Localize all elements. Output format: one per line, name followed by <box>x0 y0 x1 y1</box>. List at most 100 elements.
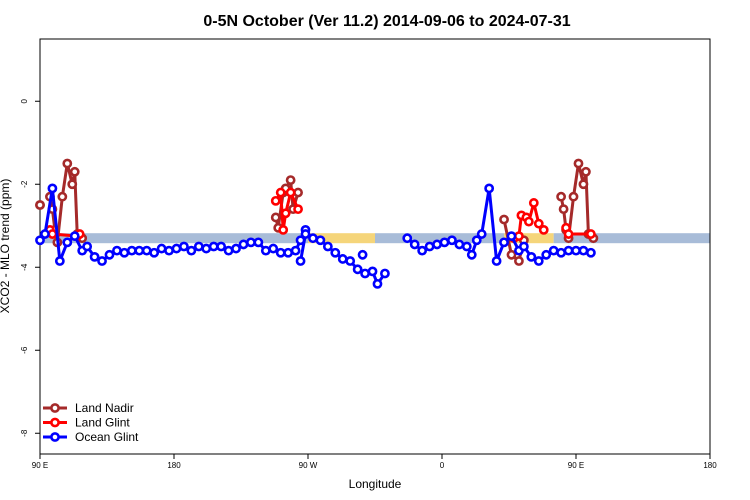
data-point <box>585 247 596 258</box>
data-point <box>461 241 472 252</box>
data-point <box>424 241 435 252</box>
x-tick-label: 180 <box>703 461 717 470</box>
data-point <box>270 212 281 223</box>
data-point <box>54 256 65 266</box>
data-point <box>134 245 145 256</box>
data-point <box>556 191 567 202</box>
series-line <box>48 162 84 244</box>
data-point <box>156 243 167 254</box>
data-point <box>223 245 234 256</box>
y-axis-label: XCO2 - MLO trend (ppm) <box>0 179 12 314</box>
data-point <box>126 245 137 256</box>
y-axis: 0 -2 -4 -6 -8 <box>20 98 40 437</box>
data-point <box>538 224 549 235</box>
data-point <box>499 214 509 225</box>
data-point <box>439 237 450 248</box>
data-point <box>528 198 539 208</box>
data-point <box>533 256 544 266</box>
data-point <box>89 251 100 262</box>
data-point <box>246 237 256 248</box>
legend-swatch-marker <box>50 432 60 442</box>
data-point <box>82 241 93 252</box>
data-point <box>533 218 544 229</box>
background-bands <box>40 233 710 244</box>
x-tick-label: 90 E <box>32 461 48 470</box>
data-point <box>283 247 294 258</box>
data-point <box>523 216 534 227</box>
data-point <box>585 229 596 239</box>
data-point <box>35 200 45 210</box>
data-point <box>293 187 303 198</box>
x-tick-label: 0 <box>440 461 445 470</box>
data-point <box>47 183 58 194</box>
data-point <box>62 158 73 169</box>
data-point <box>541 249 552 260</box>
data-point <box>295 256 306 266</box>
background-band-segment <box>375 233 505 244</box>
y-tick-label: 0 <box>20 98 29 103</box>
data-point <box>322 241 333 252</box>
data-point <box>69 231 80 242</box>
data-point <box>112 245 122 256</box>
background-band-segment <box>553 233 710 244</box>
legend-entry-label: Land Glint <box>75 416 130 430</box>
data-point <box>581 166 591 177</box>
background-band-segment <box>308 233 375 244</box>
data-point <box>514 231 524 242</box>
background-band-segment <box>40 233 308 244</box>
data-point <box>208 241 219 252</box>
data-point <box>491 256 502 266</box>
data-point <box>164 245 174 256</box>
data-point <box>238 239 249 250</box>
chart-title: 0-5N October (Ver 11.2) 2014-09-06 to 20… <box>203 13 570 30</box>
data-point <box>97 256 107 266</box>
data-point <box>69 166 80 177</box>
data-point <box>548 245 559 256</box>
data-point <box>432 239 442 250</box>
data-point <box>275 247 286 258</box>
data-point <box>417 245 428 256</box>
data-point <box>518 241 529 252</box>
series-line <box>559 162 595 240</box>
data-point <box>290 245 301 256</box>
data-point <box>402 233 413 244</box>
data-point <box>447 235 457 246</box>
data-point <box>330 247 341 258</box>
data-point <box>119 247 130 258</box>
data-point <box>352 264 363 275</box>
plot-frame <box>39 38 711 455</box>
data-point <box>293 204 303 215</box>
x-tick-label: 90 W <box>299 461 318 470</box>
data-point <box>67 179 78 190</box>
data-point <box>372 278 383 289</box>
data-point <box>300 229 311 239</box>
data-point <box>104 249 115 260</box>
data-point <box>506 249 517 260</box>
legend-swatch-marker <box>50 417 60 428</box>
data-point <box>149 247 160 258</box>
data-point <box>141 245 152 256</box>
data-point <box>484 183 495 194</box>
data-point <box>337 254 348 264</box>
data-point <box>578 245 589 256</box>
series-ocean-glint <box>35 183 596 289</box>
data-point <box>357 249 368 260</box>
x-tick-label: 90 E <box>568 461 584 470</box>
data-point <box>57 191 68 202</box>
data-point <box>253 237 264 248</box>
x-tick-label: 180 <box>167 461 181 470</box>
data-point <box>409 239 420 250</box>
data-point <box>476 229 487 239</box>
data-point <box>62 237 73 248</box>
legend-swatch-marker <box>50 403 60 413</box>
data-point <box>260 245 271 256</box>
data-point <box>499 237 509 248</box>
data-point <box>275 187 286 198</box>
legend-entry-label: Land Nadir <box>75 401 134 415</box>
y-tick-label: -6 <box>20 346 29 354</box>
data-point <box>171 243 182 254</box>
data-point <box>360 268 370 279</box>
x-axis: 90 E 180 90 W 0 90 E 180 <box>32 454 717 470</box>
data-point <box>201 243 212 254</box>
data-point <box>563 245 574 256</box>
